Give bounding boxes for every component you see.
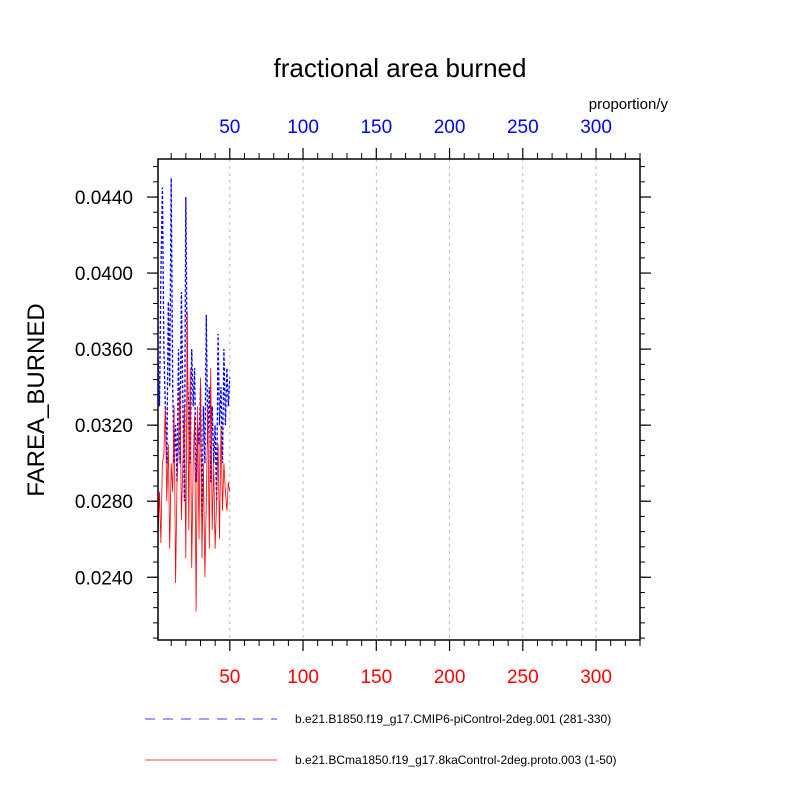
plot-frame	[157, 158, 641, 641]
series-line-2	[157, 311, 231, 612]
x-tick-label-top: 150	[360, 117, 392, 138]
y-axis-label: FAREA_BURNED	[23, 303, 50, 496]
y-tick-label: 0.0320	[75, 416, 133, 437]
grid	[229, 159, 597, 640]
axis-ticks: 50 50 100 100 150 150 200 200 250 250 300 300 0.0240…	[75, 117, 651, 688]
legend-entry-1: b.e21.B1850.f19_g17.CMIP6-piControl-2deg…	[295, 712, 611, 726]
x-tick-label-top: 100	[287, 117, 319, 138]
legend: b.e21.B1850.f19_g17.CMIP6-piControl-2deg…	[145, 712, 617, 767]
x-tick-label-bottom: 250	[507, 667, 539, 688]
x-tick-label-bottom: 100	[287, 667, 319, 688]
x-tick-label-top: 300	[580, 117, 612, 138]
y-tick-label: 0.0360	[75, 340, 133, 361]
plot-lines	[157, 177, 231, 612]
legend-entry-2: b.e21.BCma1850.f19_g17.8kaControl-2deg.p…	[295, 753, 617, 767]
chart-title: fractional area burned	[274, 53, 527, 83]
y-tick-label: 0.0240	[75, 568, 133, 589]
x-tick-label-top: 250	[507, 117, 539, 138]
x-tick-label-bottom: 200	[434, 667, 466, 688]
series-line-1	[157, 177, 231, 521]
y-tick-label: 0.0440	[75, 188, 133, 209]
x-tick-label-bottom: 50	[219, 667, 240, 688]
units-label: proportion/y	[589, 96, 669, 113]
y-tick-label: 0.0280	[75, 492, 133, 513]
x-tick-label-bottom: 300	[580, 667, 612, 688]
x-tick-label-top: 50	[219, 117, 240, 138]
x-tick-label-bottom: 150	[360, 667, 392, 688]
x-tick-label-top: 200	[434, 117, 466, 138]
y-tick-label: 0.0400	[75, 264, 133, 285]
